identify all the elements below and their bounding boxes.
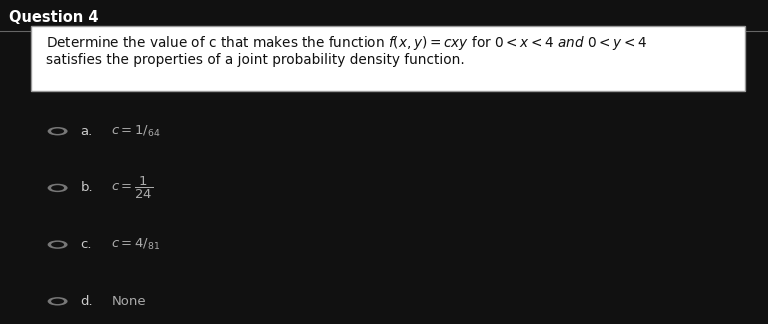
Text: None: None <box>111 295 146 308</box>
Text: d.: d. <box>81 295 93 308</box>
Text: Question 4: Question 4 <box>9 10 99 25</box>
Circle shape <box>48 184 68 192</box>
Circle shape <box>48 127 68 135</box>
Text: c.: c. <box>81 238 92 251</box>
Circle shape <box>51 242 64 247</box>
Circle shape <box>51 299 64 304</box>
Text: Determine the value of c that makes the function $f(x, y) = cxy$ for $0 < x < 4$: Determine the value of c that makes the … <box>46 34 647 52</box>
Circle shape <box>48 297 68 306</box>
Text: $c = \dfrac{1}{24}$: $c = \dfrac{1}{24}$ <box>111 175 154 201</box>
Circle shape <box>51 129 64 134</box>
Text: satisfies the properties of a joint probability density function.: satisfies the properties of a joint prob… <box>46 53 465 67</box>
Circle shape <box>51 185 64 191</box>
Text: $c = 1/_{64}$: $c = 1/_{64}$ <box>111 124 161 139</box>
Text: a.: a. <box>81 125 93 138</box>
Circle shape <box>48 240 68 249</box>
FancyBboxPatch shape <box>31 26 745 91</box>
Text: $c = 4/_{81}$: $c = 4/_{81}$ <box>111 237 161 252</box>
Text: b.: b. <box>81 181 93 194</box>
